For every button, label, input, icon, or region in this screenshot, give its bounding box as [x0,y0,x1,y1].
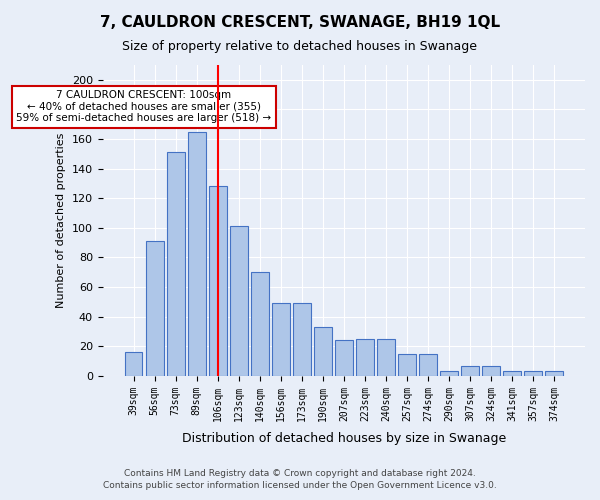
Bar [440,372,458,376]
Bar [251,272,269,376]
Bar [209,186,227,376]
Bar [356,339,374,376]
Text: 7, CAULDRON CRESCENT, SWANAGE, BH19 1QL: 7, CAULDRON CRESCENT, SWANAGE, BH19 1QL [100,15,500,30]
Bar [335,340,353,376]
Bar [377,339,395,376]
Bar [503,372,521,376]
Bar [293,304,311,376]
Bar [167,152,185,376]
Bar [545,372,563,376]
Bar [461,366,479,376]
Bar [125,352,142,376]
X-axis label: Distribution of detached houses by size in Swanage: Distribution of detached houses by size … [182,432,506,445]
Text: Size of property relative to detached houses in Swanage: Size of property relative to detached ho… [122,40,478,53]
Bar [482,366,500,376]
Bar [146,241,164,376]
Y-axis label: Number of detached properties: Number of detached properties [56,133,66,308]
Text: 7 CAULDRON CRESCENT: 100sqm
← 40% of detached houses are smaller (355)
59% of se: 7 CAULDRON CRESCENT: 100sqm ← 40% of det… [16,90,272,124]
Text: Contains HM Land Registry data © Crown copyright and database right 2024.
Contai: Contains HM Land Registry data © Crown c… [103,468,497,490]
Bar [524,372,542,376]
Bar [314,327,332,376]
Bar [188,132,206,376]
Bar [419,354,437,376]
Bar [230,226,248,376]
Bar [272,304,290,376]
Bar [398,354,416,376]
